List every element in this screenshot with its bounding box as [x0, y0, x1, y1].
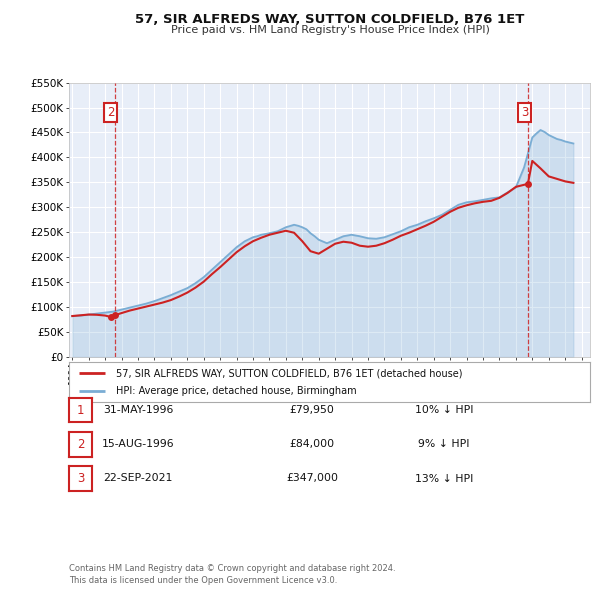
Text: 15-AUG-1996: 15-AUG-1996 [101, 440, 175, 449]
Text: 13% ↓ HPI: 13% ↓ HPI [415, 474, 473, 483]
Text: 1: 1 [77, 404, 84, 417]
Text: 3: 3 [77, 472, 84, 485]
Text: 57, SIR ALFREDS WAY, SUTTON COLDFIELD, B76 1ET (detached house): 57, SIR ALFREDS WAY, SUTTON COLDFIELD, B… [116, 369, 463, 379]
Text: 9% ↓ HPI: 9% ↓ HPI [418, 440, 470, 449]
Text: HPI: Average price, detached house, Birmingham: HPI: Average price, detached house, Birm… [116, 386, 356, 396]
Text: £79,950: £79,950 [290, 405, 334, 415]
Text: £347,000: £347,000 [286, 474, 338, 483]
Text: 2: 2 [107, 106, 114, 119]
Text: 2: 2 [77, 438, 84, 451]
Text: 3: 3 [521, 106, 528, 119]
Text: 31-MAY-1996: 31-MAY-1996 [103, 405, 173, 415]
Text: 22-SEP-2021: 22-SEP-2021 [103, 474, 173, 483]
Text: Contains HM Land Registry data © Crown copyright and database right 2024.
This d: Contains HM Land Registry data © Crown c… [69, 565, 395, 585]
Text: 57, SIR ALFREDS WAY, SUTTON COLDFIELD, B76 1ET: 57, SIR ALFREDS WAY, SUTTON COLDFIELD, B… [136, 13, 524, 26]
Text: £84,000: £84,000 [289, 440, 335, 449]
Text: 10% ↓ HPI: 10% ↓ HPI [415, 405, 473, 415]
Text: Price paid vs. HM Land Registry's House Price Index (HPI): Price paid vs. HM Land Registry's House … [170, 25, 490, 35]
